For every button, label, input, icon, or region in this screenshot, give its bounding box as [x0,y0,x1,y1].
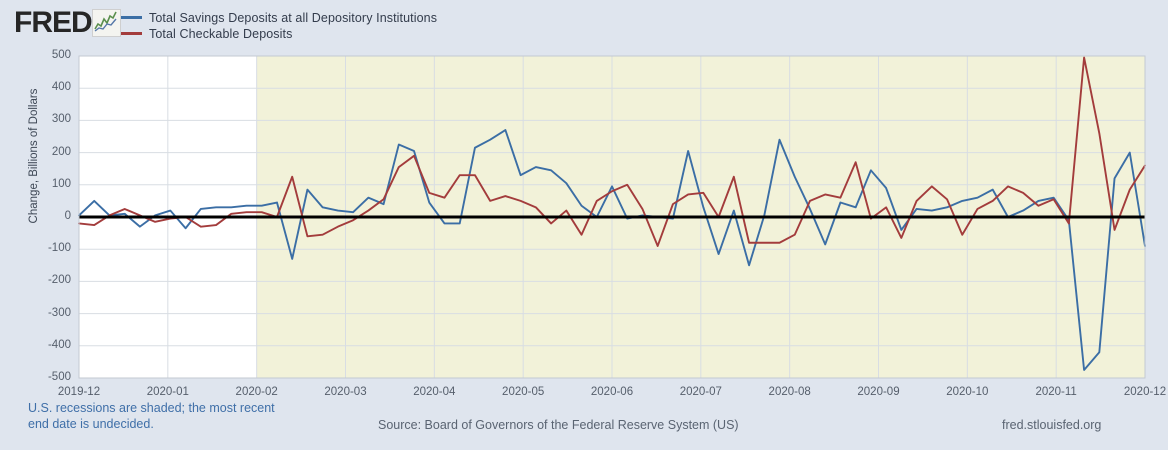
y-tick-label: -400 [47,338,71,351]
y-tick-label: -100 [47,242,71,255]
x-tick-label: 2020-09 [857,386,900,398]
sparkline-icon [92,9,121,37]
y-tick-label: -300 [47,306,71,319]
x-tick-label: 2020-06 [590,386,634,398]
x-tick-label: 2019-12 [57,386,101,398]
x-tick-label: 2020-02 [235,386,278,398]
y-tick-label: 500 [51,49,71,61]
y-tick-label: -200 [47,274,71,287]
x-tick-label: 2020-11 [1035,386,1077,398]
x-tick-label: 2020-01 [146,386,189,398]
x-tick-label: 2020-03 [324,386,367,398]
chart-header: FRED. Total Savings Deposits at all Depo… [0,0,1168,48]
x-tick-label: 2020-05 [502,386,545,398]
y-tick-label: 300 [51,113,71,126]
y-tick-label: 100 [51,177,71,190]
legend-item-label: Total Savings Deposits at all Depository… [149,11,438,25]
chart-canvas [78,55,1146,379]
site-url[interactable]: fred.stlouisfed.org [1002,418,1102,432]
recession-note-line1: U.S. recessions are shaded; the most rec… [28,401,275,415]
chart-legend: Total Savings Deposits at all Depository… [121,10,437,42]
x-tick-label: 2020-10 [946,386,989,398]
legend-line-swatch [121,31,142,35]
legend-line-swatch [121,15,142,19]
x-tick-label: 2020-04 [413,386,456,398]
x-tick-label: 2020-07 [679,386,722,398]
y-tick-label: 0 [64,210,71,222]
recession-note-line2: end date is undecided. [28,417,154,431]
x-tick-label: 2020-08 [768,386,811,398]
y-tick-label: 400 [51,81,71,94]
legend-item-checkable[interactable]: Total Checkable Deposits [121,26,437,42]
legend-item-savings[interactable]: Total Savings Deposits at all Depository… [121,10,437,26]
recession-note: U.S. recessions are shaded; the most rec… [28,400,328,432]
x-tick-label: 2020-12 [1123,386,1167,398]
legend-item-label: Total Checkable Deposits [149,27,293,41]
y-tick-label: 200 [51,145,71,158]
source-note: Source: Board of Governors of the Federa… [378,418,739,432]
y-tick-label: -500 [47,371,71,383]
fred-logo-text: FRED [14,6,93,39]
